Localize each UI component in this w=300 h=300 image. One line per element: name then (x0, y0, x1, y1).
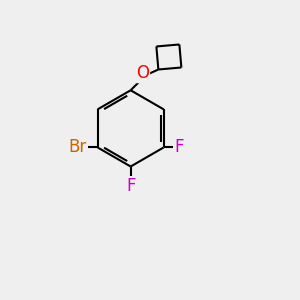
Text: Br: Br (68, 139, 87, 157)
Text: O: O (136, 64, 149, 82)
Text: F: F (175, 139, 184, 157)
Text: F: F (126, 177, 135, 195)
